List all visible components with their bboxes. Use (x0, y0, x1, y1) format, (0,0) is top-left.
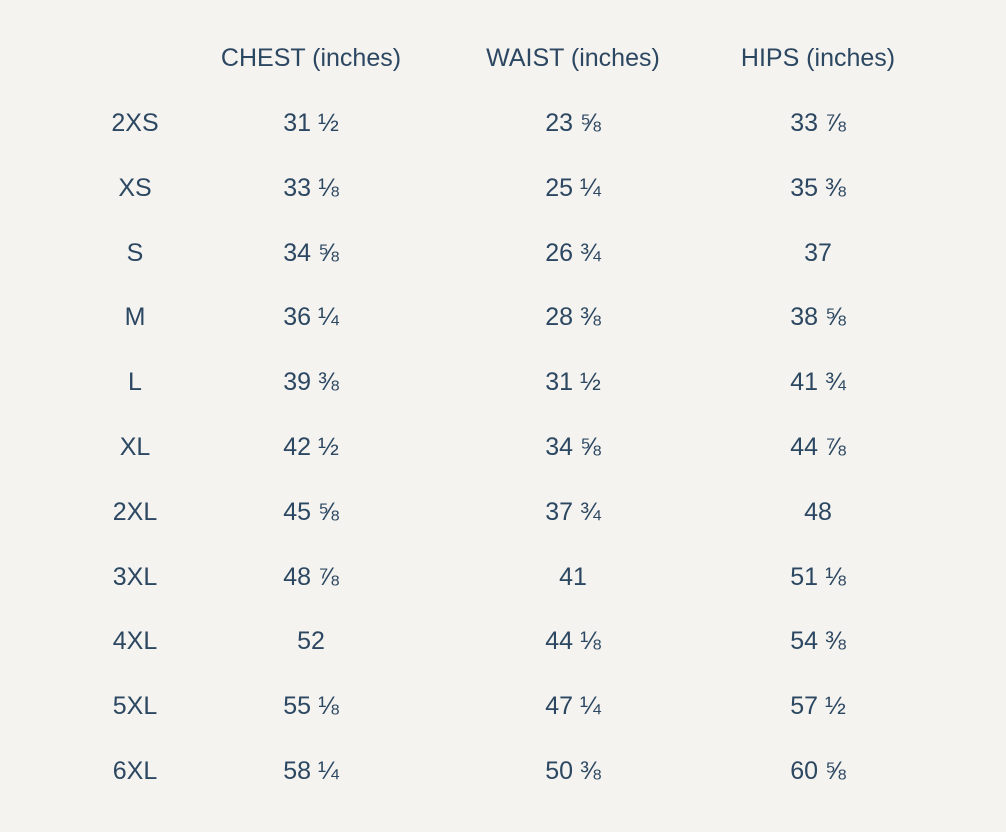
measurement: 34 ⅝ (283, 238, 339, 267)
measurement: 25 ¼ (545, 173, 601, 202)
measurement: 54 ⅜ (790, 627, 846, 656)
measurement: 38 ⅝ (790, 303, 846, 332)
measurement: 47 ¼ (545, 692, 601, 721)
measurement: 44 ⅛ (545, 627, 601, 656)
measurement: 33 ⅛ (283, 173, 339, 202)
size-label: 4XL (112, 627, 158, 656)
measurement: 52 (297, 627, 325, 656)
size-label: 5XL (112, 692, 158, 721)
measurement: 41 ¾ (790, 368, 846, 397)
size-label: XS (118, 173, 152, 202)
measurement: 31 ½ (545, 368, 601, 397)
measurement: 50 ⅜ (545, 757, 601, 785)
measurement: 58 ¼ (283, 757, 339, 785)
measurement: 42 ½ (283, 433, 339, 461)
size-label: 2XS (111, 109, 159, 137)
size-label: 6XL (112, 757, 158, 785)
measurement: 23 ⅝ (545, 109, 601, 137)
measurement: 36 ¼ (283, 303, 339, 332)
measurement: 51 ⅛ (790, 562, 846, 591)
measurement: 28 ⅜ (545, 303, 601, 332)
measurement: 41 (559, 562, 587, 591)
measurement: 48 ⅞ (283, 562, 339, 591)
measurement: 31 ½ (283, 109, 339, 137)
size-label: M (124, 303, 146, 332)
measurement: 44 ⅞ (790, 433, 846, 461)
size-label: S (126, 238, 144, 267)
size-label: XL (119, 433, 151, 461)
measurement: 45 ⅝ (283, 497, 339, 526)
measurement: 33 ⅞ (790, 109, 846, 137)
measurement: 48 (804, 497, 832, 526)
size-label: 2XL (112, 497, 158, 526)
size-label: L (128, 368, 142, 397)
column-header: CHEST (inches) (220, 44, 402, 72)
column-header: WAIST (inches) (486, 44, 660, 72)
measurement: 55 ⅛ (283, 692, 339, 721)
measurement: 37 ¾ (545, 497, 601, 526)
measurement: 34 ⅝ (545, 433, 601, 461)
measurement: 57 ½ (790, 692, 846, 721)
measurement: 26 ¾ (545, 238, 601, 267)
measurement: 60 ⅝ (790, 757, 846, 785)
measurement: 35 ⅜ (790, 173, 846, 202)
size-label: 3XL (112, 562, 158, 591)
measurement: 39 ⅜ (283, 368, 339, 397)
column-header: HIPS (inches) (740, 44, 896, 72)
measurement: 37 (804, 238, 832, 267)
